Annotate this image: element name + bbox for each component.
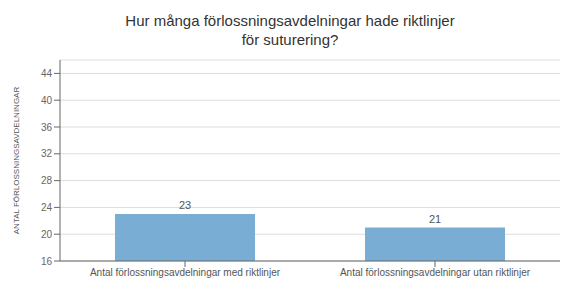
svg-text:23: 23: [179, 199, 191, 211]
svg-text:44: 44: [41, 68, 53, 79]
svg-text:Antal förlossningsavdelningar: Antal förlossningsavdelningar utan riktl…: [340, 267, 531, 278]
svg-text:21: 21: [429, 213, 441, 225]
html-text:Hur många förlossningsavdelnin: Hur många förlossningsavdelningar hade r…: [125, 12, 455, 29]
svg-text:24: 24: [41, 202, 53, 213]
html-text:för suturering?: för suturering?: [241, 31, 339, 48]
svg-text:20: 20: [41, 229, 53, 240]
svg-text:28: 28: [41, 175, 53, 186]
svg-text:40: 40: [41, 95, 53, 106]
svg-text:36: 36: [41, 122, 53, 133]
svg-text:32: 32: [41, 148, 53, 159]
svg-text:ANTAL FÖRLOSSNINGSAVDELNINGAR: ANTAL FÖRLOSSNINGSAVDELNINGAR: [12, 87, 21, 235]
svg-text:Antal förlossningsavdelningar: Antal förlossningsavdelningar med riktli…: [90, 267, 281, 278]
svg-text:16: 16: [41, 256, 53, 267]
